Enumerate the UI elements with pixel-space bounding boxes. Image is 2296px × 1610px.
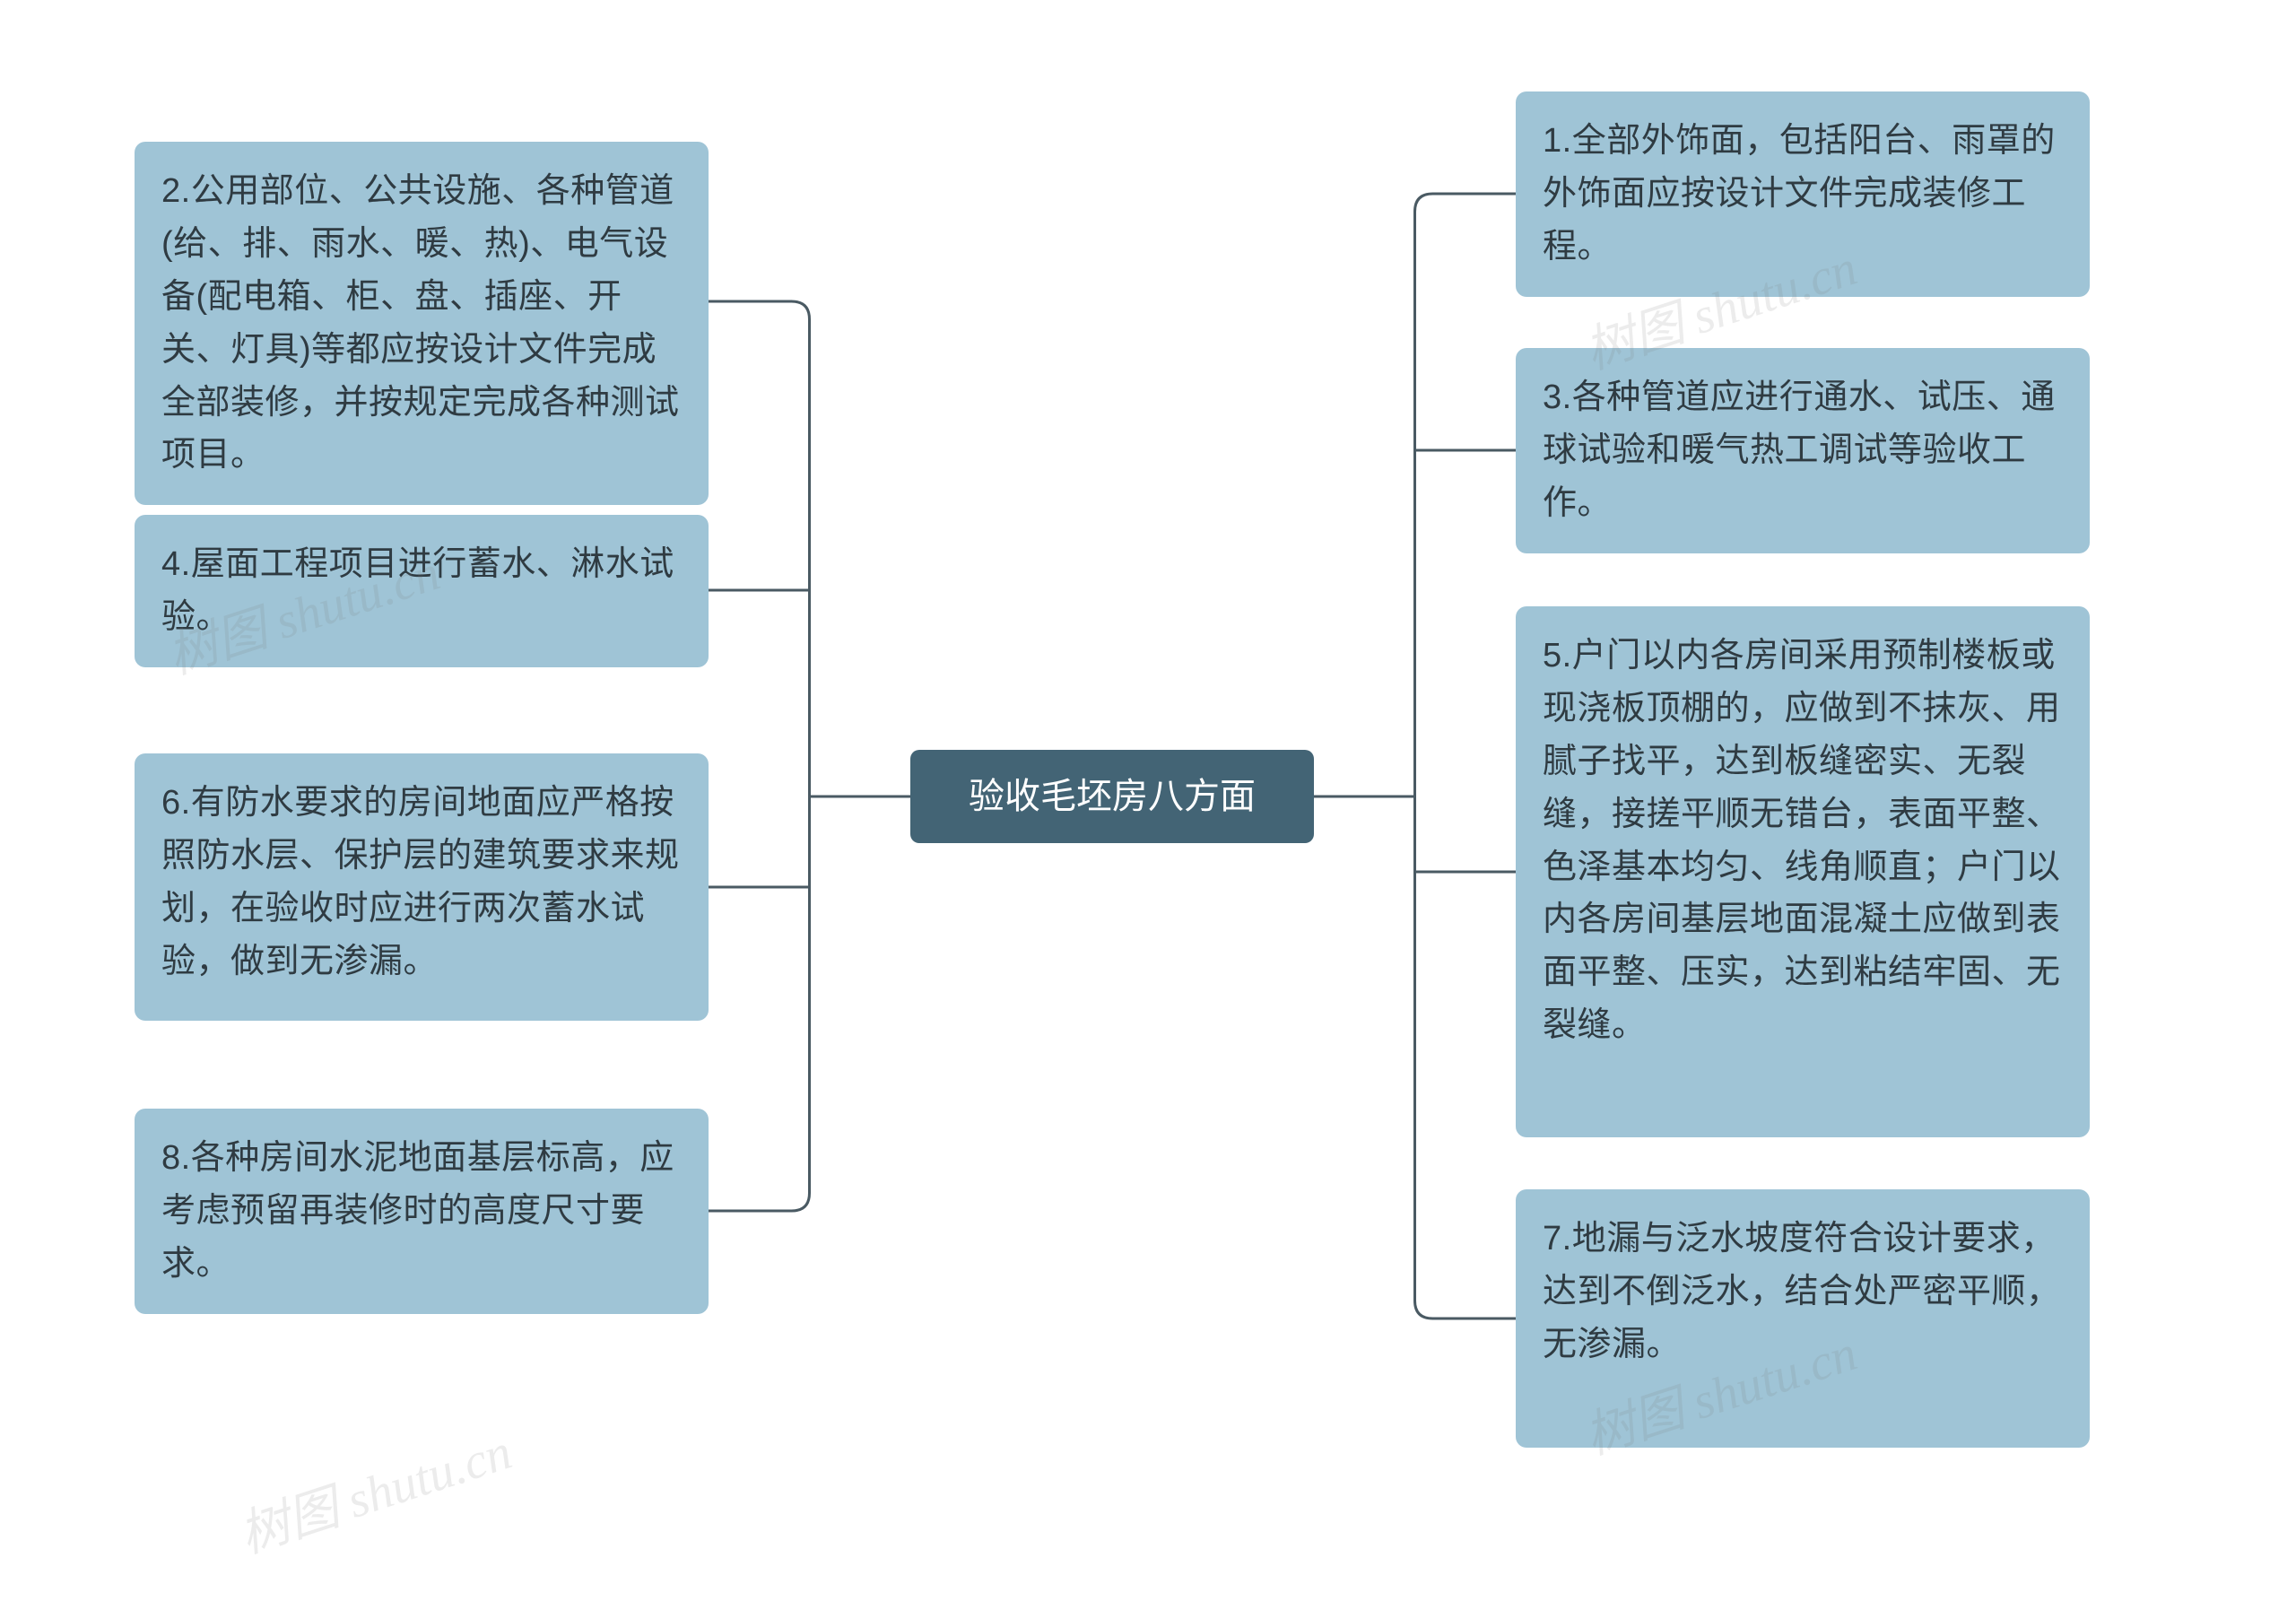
- leaf-node-n5: 5.户门以内各房间采用预制楼板或现浇板顶棚的，应做到不抹灰、用腻子找平，达到板缝…: [1516, 606, 2090, 1137]
- leaf-node-n1: 1.全部外饰面，包括阳台、雨罩的外饰面应按设计文件完成装修工程。: [1516, 91, 2090, 297]
- leaf-node-label: 1.全部外饰面，包括阳台、雨罩的外饰面应按设计文件完成装修工程。: [1543, 122, 2056, 265]
- watermark: 树图 shutu.cn: [229, 1411, 519, 1567]
- leaf-node-n6: 6.有防水要求的房间地面应严格按照防水层、保护层的建筑要求来规划，在验收时应进行…: [135, 753, 709, 1021]
- leaf-node-label: 5.户门以内各房间采用预制楼板或现浇板顶棚的，应做到不抹灰、用腻子找平，达到板缝…: [1543, 637, 2061, 1044]
- connector-path: [1415, 194, 1517, 1318]
- leaf-node-label: 4.屋面工程项目进行蓄水、淋水试验。: [161, 545, 674, 636]
- leaf-node-label: 6.有防水要求的房间地面应严格按照防水层、保护层的建筑要求来规划，在验收时应进行…: [161, 784, 680, 980]
- leaf-node-label: 2.公用部位、公共设施、各种管道(给、排、雨水、暖、热)、电气设备(配电箱、柜、…: [161, 172, 680, 474]
- leaf-node-n8: 8.各种房间水泥地面基层标高，应考虑预留再装修时的高度尺寸要求。: [135, 1109, 709, 1314]
- leaf-node-n3: 3.各种管道应进行通水、试压、通球试验和暖气热工调试等验收工作。: [1516, 348, 2090, 553]
- leaf-node-label: 7.地漏与泛水坡度符合设计要求，达到不倒泛水，结合处严密平顺，无渗漏。: [1543, 1220, 2061, 1363]
- leaf-node-label: 3.各种管道应进行通水、试压、通球试验和暖气热工调试等验收工作。: [1543, 379, 2056, 522]
- leaf-node-n4: 4.屋面工程项目进行蓄水、淋水试验。: [135, 515, 709, 667]
- connector-path: [709, 301, 810, 1211]
- leaf-node-n7: 7.地漏与泛水坡度符合设计要求，达到不倒泛水，结合处严密平顺，无渗漏。: [1516, 1189, 2090, 1448]
- center-topic-node: 验收毛坯房八方面: [910, 750, 1314, 843]
- leaf-node-n2: 2.公用部位、公共设施、各种管道(给、排、雨水、暖、热)、电气设备(配电箱、柜、…: [135, 142, 709, 505]
- center-topic-label: 验收毛坯房八方面: [969, 777, 1256, 816]
- mindmap-canvas: 验收毛坯房八方面 2.公用部位、公共设施、各种管道(给、排、雨水、暖、热)、电气…: [0, 0, 2296, 1610]
- leaf-node-label: 8.各种房间水泥地面基层标高，应考虑预留再装修时的高度尺寸要求。: [161, 1139, 674, 1283]
